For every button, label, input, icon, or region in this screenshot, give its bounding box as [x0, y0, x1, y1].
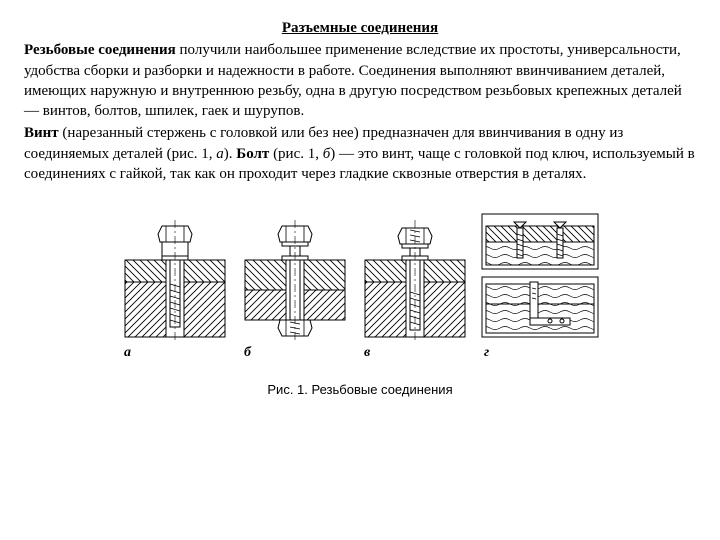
panel-a: а: [120, 212, 230, 363]
panel-b: б: [240, 212, 350, 363]
paragraph-2: Винт (нарезанный стержень с головкой или…: [24, 123, 696, 184]
panel-a-label: а: [120, 344, 131, 363]
panel-g: г: [480, 212, 600, 363]
term-thread-conn: Резьбовые соединения: [24, 42, 176, 58]
paragraph-1: Резьбовые соединения получили наибольшее…: [24, 40, 696, 121]
figure-caption: Рис. 1. Резьбовые соединения: [120, 381, 600, 399]
drawing-screw: [120, 212, 230, 342]
panel-v-label: в: [360, 344, 370, 363]
panel-v: в: [360, 212, 470, 363]
figure-1: а: [24, 212, 696, 400]
drawing-woodscrew: [480, 212, 600, 342]
drawing-bolt: [240, 212, 350, 342]
para2-d: ).: [224, 146, 237, 162]
panel-b-label: б: [240, 344, 251, 363]
term-bolt: Болт: [236, 146, 269, 162]
term-vint: Винт: [24, 125, 59, 141]
page-title: Разъемные соединения: [24, 18, 696, 38]
drawing-stud: [360, 212, 470, 342]
ref-a: а: [216, 146, 224, 162]
para2-f: (рис. 1,: [269, 146, 322, 162]
panel-g-label: г: [480, 344, 489, 363]
